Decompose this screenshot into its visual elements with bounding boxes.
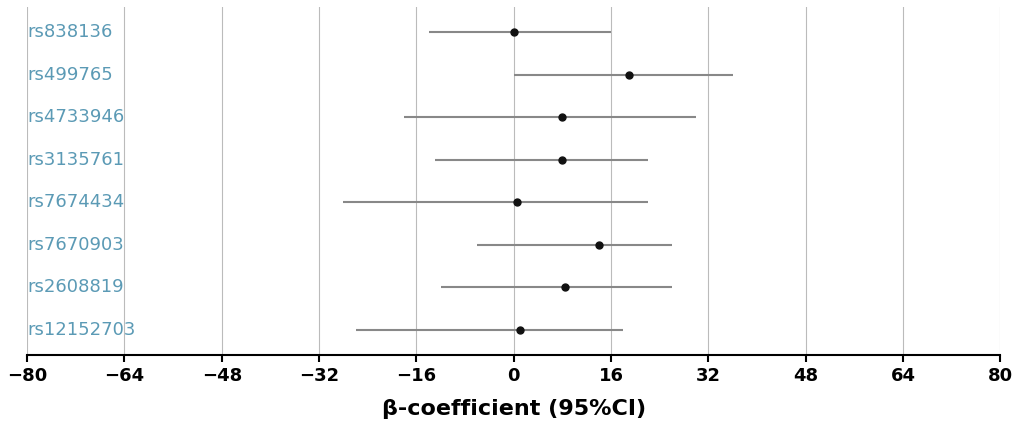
Text: rs499765: rs499765	[28, 66, 113, 84]
Text: rs4733946: rs4733946	[28, 109, 124, 127]
Text: rs12152703: rs12152703	[28, 321, 136, 339]
Text: rs838136: rs838136	[28, 23, 112, 41]
Text: rs3135761: rs3135761	[28, 151, 124, 169]
X-axis label: β-coefficient (95%CI): β-coefficient (95%CI)	[381, 399, 645, 419]
Text: rs7670903: rs7670903	[28, 236, 123, 254]
Text: rs7674434: rs7674434	[28, 193, 124, 211]
Text: rs2608819: rs2608819	[28, 278, 123, 296]
